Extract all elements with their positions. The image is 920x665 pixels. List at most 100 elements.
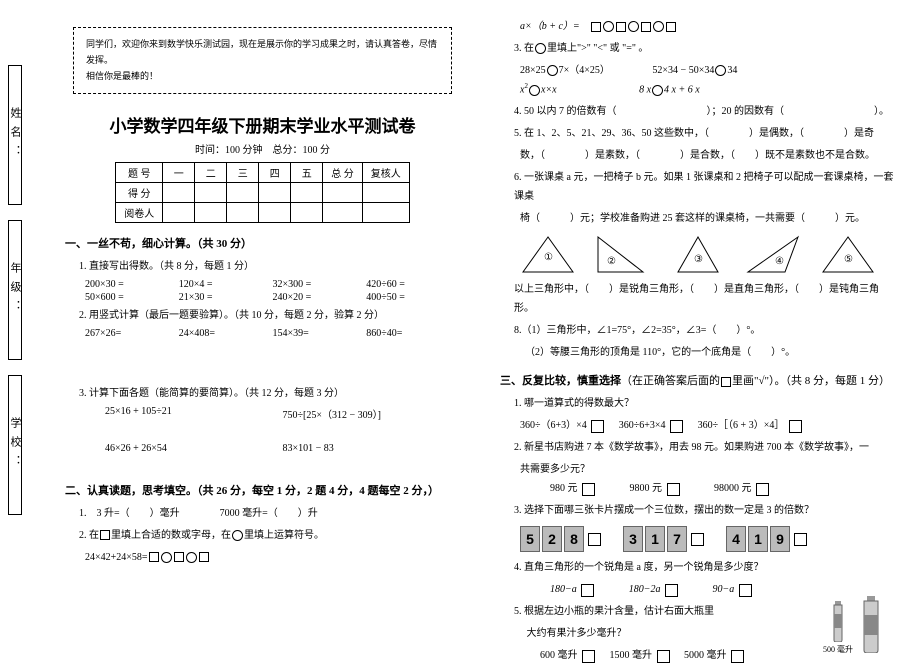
circle-icon [715, 65, 726, 76]
checkbox[interactable] [582, 483, 595, 496]
th: 一 [163, 162, 195, 182]
bottles: 500 毫升 [823, 595, 883, 655]
card: 5 [520, 526, 540, 552]
intro-line1: 同学们，欢迎你来到数学快乐测试园，现在是展示你的学习成果之时，请认真答卷，尽情发… [86, 36, 439, 68]
table-row: 得 分 [116, 182, 410, 202]
exam-subtitle: 时间：100 分钟 总分：100 分 [65, 141, 460, 156]
q1-3-row: 46×26 + 26×5483×101 − 83 [105, 443, 460, 454]
square-icon [174, 552, 184, 562]
sidebar-grade: 年级： [7, 262, 23, 319]
exam-title: 小学数学四年级下册期末学业水平测试卷 [65, 112, 460, 137]
checkbox[interactable] [670, 420, 683, 433]
checkbox[interactable] [756, 483, 769, 496]
circle-icon [652, 85, 663, 96]
q1-3-row: 25×16 + 105÷21750÷[25×（312 − 309）] [105, 406, 460, 421]
score-table: 题 号 一 二 三 四 五 总 分 复核人 得 分 阅卷人 [115, 162, 410, 223]
checkbox[interactable] [731, 650, 744, 663]
square-icon [591, 22, 601, 32]
circle-icon [628, 21, 639, 32]
section1-head: 一、一丝不苟，细心计算。（共 30 分） [65, 235, 460, 251]
checkbox[interactable] [794, 533, 807, 546]
checkbox[interactable] [657, 650, 670, 663]
card: 7 [667, 526, 687, 552]
card: 2 [542, 526, 562, 552]
th: 题 号 [116, 162, 163, 182]
triangle-5: ⑤ [818, 232, 878, 276]
section2-head: 二、认真读题，思考填空。（共 26 分，每空 1 分，2 题 4 分，4 题每空… [65, 482, 460, 498]
th: 四 [259, 162, 291, 182]
card-group: 3 1 7 [623, 526, 706, 552]
sidebar-school: 学校： [7, 417, 23, 474]
card: 8 [564, 526, 584, 552]
q2-1: 1. 3 升=（ ）毫升 7000 毫升=（ ）升 [79, 504, 460, 523]
table-row: 阅卷人 [116, 202, 410, 222]
checkbox[interactable] [667, 483, 680, 496]
square-icon [199, 552, 209, 562]
checkbox[interactable] [581, 584, 594, 597]
q1-1-row: 50×600 =21×30 =240×20 =400÷50 = [85, 292, 460, 303]
binding-sidebar: 学校： 年级： 姓名： [8, 35, 36, 615]
intro-box: 同学们，欢迎你来到数学快乐测试园，现在是展示你的学习成果之时，请认真答卷，尽情发… [73, 27, 452, 94]
q2-3: 3. 在里填上">" "<" 或 "=" 。 [514, 39, 895, 58]
q2-2-eq2: a×（b + c）= [520, 17, 895, 36]
svg-text:①: ① [544, 252, 553, 263]
card: 3 [623, 526, 643, 552]
table-row: 题 号 一 二 三 四 五 总 分 复核人 [116, 162, 410, 182]
bottle-icon [829, 600, 847, 642]
svg-text:⑤: ⑤ [844, 254, 853, 265]
square-icon [100, 530, 110, 540]
q2-2-eq: 24×42+24×58= [85, 548, 460, 567]
q3-4: 4. 直角三角形的一个锐角是 a 度，另一个锐角是多少度？ [514, 558, 895, 577]
circle-icon [653, 21, 664, 32]
q1-2: 2. 用竖式计算（最后一题要验算）。（共 10 分，每题 2 分，验算 2 分） [79, 306, 460, 325]
row-head: 得 分 [116, 182, 163, 202]
circle-icon [529, 85, 540, 96]
circle-icon [603, 21, 614, 32]
square-icon [616, 22, 626, 32]
card: 9 [770, 526, 790, 552]
q2-6b: 椅（ ）元；学校准备购进 25 套这样的课桌椅，一共需要（ ）元。 [520, 209, 895, 228]
q2-3-row: 28×257×（4×25） 52×34 − 50×3434 [520, 61, 895, 80]
page: 同学们，欢迎你来到数学快乐测试园，现在是展示你的学习成果之时，请认真答卷，尽情发… [55, 15, 905, 665]
checkbox[interactable] [582, 650, 595, 663]
triangle-4: ④ [743, 232, 803, 276]
q2-8a: 8.（1）三角形中，∠1=75°，∠2=35°，∠3=（ ）°。 [514, 321, 895, 340]
checkbox[interactable] [691, 533, 704, 546]
triangles: ① ② ③ ④ ⑤ [510, 232, 885, 276]
q3-2-opts: 980 元 9800 元 98000 元 [550, 479, 895, 498]
circle-icon [186, 552, 197, 563]
q1-2-row: 267×26=24×408=154×39=860÷40= [85, 328, 460, 339]
checkbox[interactable] [739, 584, 752, 597]
circle-icon [535, 43, 546, 54]
q2-8b: （2）等腰三角形的顶角是 110°，它的一个底角是（ ）°。 [520, 343, 895, 362]
card: 4 [726, 526, 746, 552]
th: 二 [195, 162, 227, 182]
card-group: 5 2 8 [520, 526, 603, 552]
q1-1-row: 200×30 =120×4 =32×300 =420÷60 = [85, 279, 460, 290]
card: 1 [748, 526, 768, 552]
intro-line2: 相信你是最棒的！ [86, 68, 439, 84]
right-column: a×（b + c）= 3. 在里填上">" "<" 或 "=" 。 28×257… [480, 15, 905, 665]
q2-5b: 数，（ ）是素数，（ ）是合数，（ ）既不是素数也不是合数。 [520, 146, 895, 165]
th: 总 分 [323, 162, 363, 182]
sidebar-name: 姓名： [7, 107, 23, 164]
q3-2a: 2. 新星书店购进 7 本《数学故事》，用去 98 元。如果购进 700 本《数… [514, 438, 895, 457]
circle-icon [232, 530, 243, 541]
checkbox[interactable] [789, 420, 802, 433]
q1-3: 3. 计算下面各题（能简算的要简算）。（共 12 分，每题 3 分） [79, 384, 460, 403]
q2-5a: 5. 在 1、2、5、21、29、36、50 这些数中，（ ）是偶数，（ ）是奇 [514, 124, 895, 143]
checkbox[interactable] [591, 420, 604, 433]
bottle-small: 500 毫升 [823, 600, 853, 655]
square-icon [666, 22, 676, 32]
checkbox[interactable] [665, 584, 678, 597]
triangle-3: ③ [668, 232, 728, 276]
triangle-1: ① [518, 232, 578, 276]
svg-text:③: ③ [694, 254, 703, 265]
q2-6a: 6. 一张课桌 a 元，一把椅子 b 元。如果 1 张课桌和 2 把椅子可以配成… [514, 168, 895, 206]
bottle-icon [859, 595, 883, 653]
square-icon [641, 22, 651, 32]
q1-1: 1. 直接写出得数。（共 8 分，每题 1 分） [79, 257, 460, 276]
checkbox[interactable] [588, 533, 601, 546]
triangle-2: ② [593, 232, 653, 276]
th: 复核人 [362, 162, 409, 182]
